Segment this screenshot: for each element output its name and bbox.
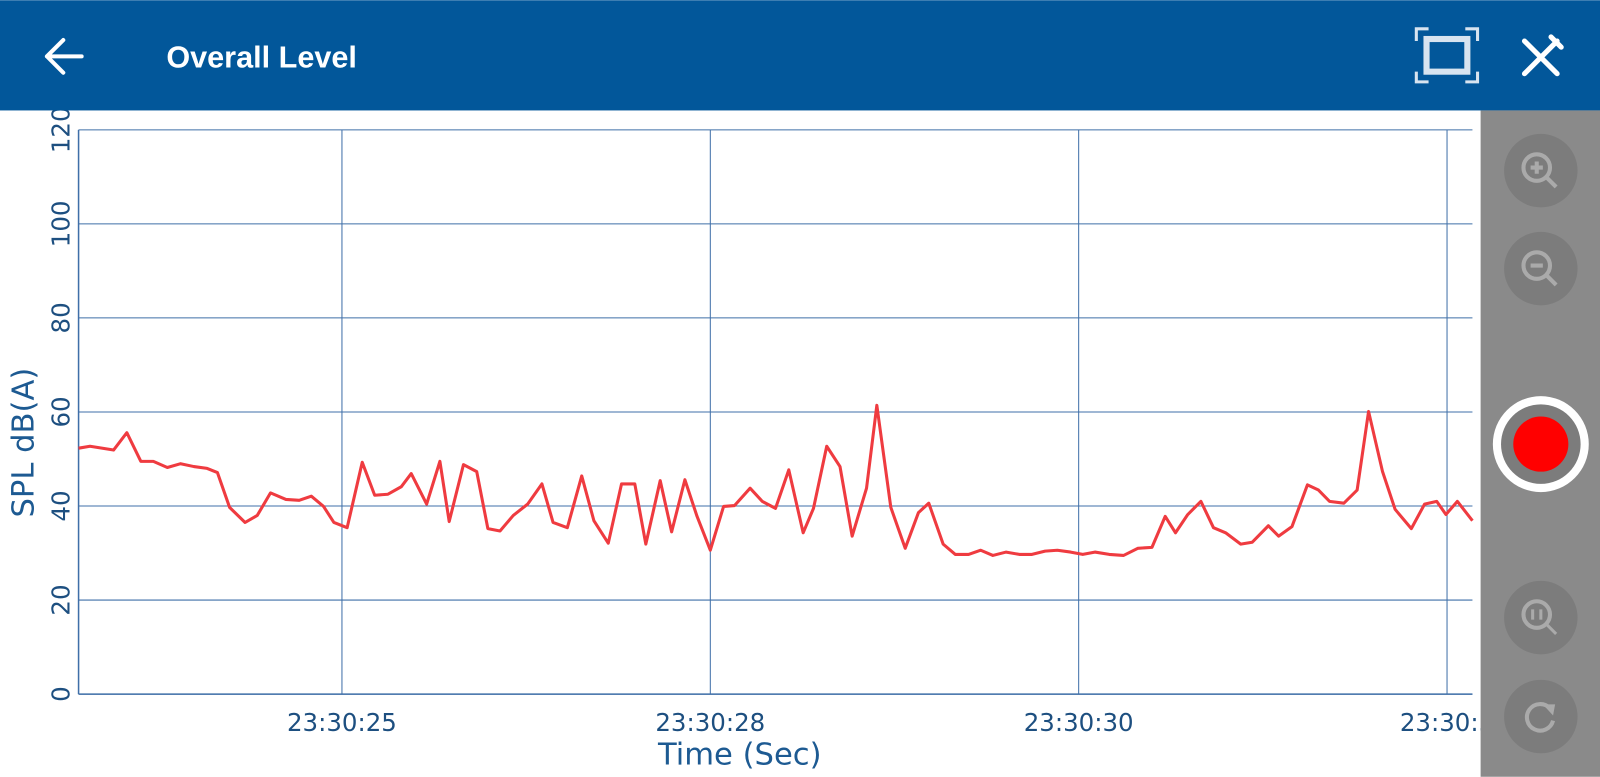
title: Overall Level: [166, 41, 357, 75]
zoom-in-button[interactable]: [1504, 133, 1578, 208]
icon: [1524, 702, 1556, 733]
button-bg: [1504, 231, 1578, 306]
zoom-out-button[interactable]: [1504, 231, 1578, 306]
icon: [1521, 152, 1553, 183]
back-arrow: [44, 37, 84, 75]
x-tick-label: 23:30:28: [655, 708, 765, 737]
y-tick-label: 60: [46, 396, 75, 427]
app-bar: [0, 0, 1600, 111]
x-tick-label: 23:30:25: [287, 708, 397, 737]
x-tick-label: 23:30:3: [1400, 708, 1494, 737]
fullscreen-button[interactable]: [1414, 27, 1480, 84]
y-tick-label: 100: [46, 201, 75, 248]
series-line: [78, 403, 1474, 557]
reset-zoom-button[interactable]: [1504, 580, 1578, 655]
button-bg: [1504, 133, 1578, 208]
button-bg: [1504, 679, 1578, 754]
fullscreen-corners: [1414, 27, 1480, 84]
refresh-button[interactable]: [1504, 679, 1578, 754]
settings-button[interactable]: [1521, 34, 1564, 77]
y-tick-label: 40: [46, 490, 75, 521]
fullscreen-box: [1423, 35, 1471, 75]
y-tick-label: 120: [46, 106, 75, 153]
back-button[interactable]: [44, 37, 84, 75]
y-tick-label: 0: [46, 686, 75, 702]
y-tick-label: 80: [46, 302, 75, 333]
record-button[interactable]: [1492, 396, 1589, 493]
x-axis-title: Time (Sec): [657, 738, 822, 773]
y-tick-label: 20: [46, 584, 75, 615]
plot: 0 20 40 60 80 100 120 23:30:25 23:30:28 23:30:30 2…: [7, 106, 1495, 772]
icon: [1530, 161, 1558, 189]
icon: [1521, 599, 1553, 630]
tools-icon: [1521, 34, 1564, 77]
y-axis-title: SPL dB(A): [7, 368, 42, 518]
icon: [1530, 263, 1558, 287]
icon: [1531, 609, 1558, 635]
icon: [1542, 704, 1556, 716]
icon: [1521, 250, 1553, 281]
record-dot: [1513, 416, 1569, 472]
x-tick-label: 23:30:30: [1024, 708, 1134, 737]
